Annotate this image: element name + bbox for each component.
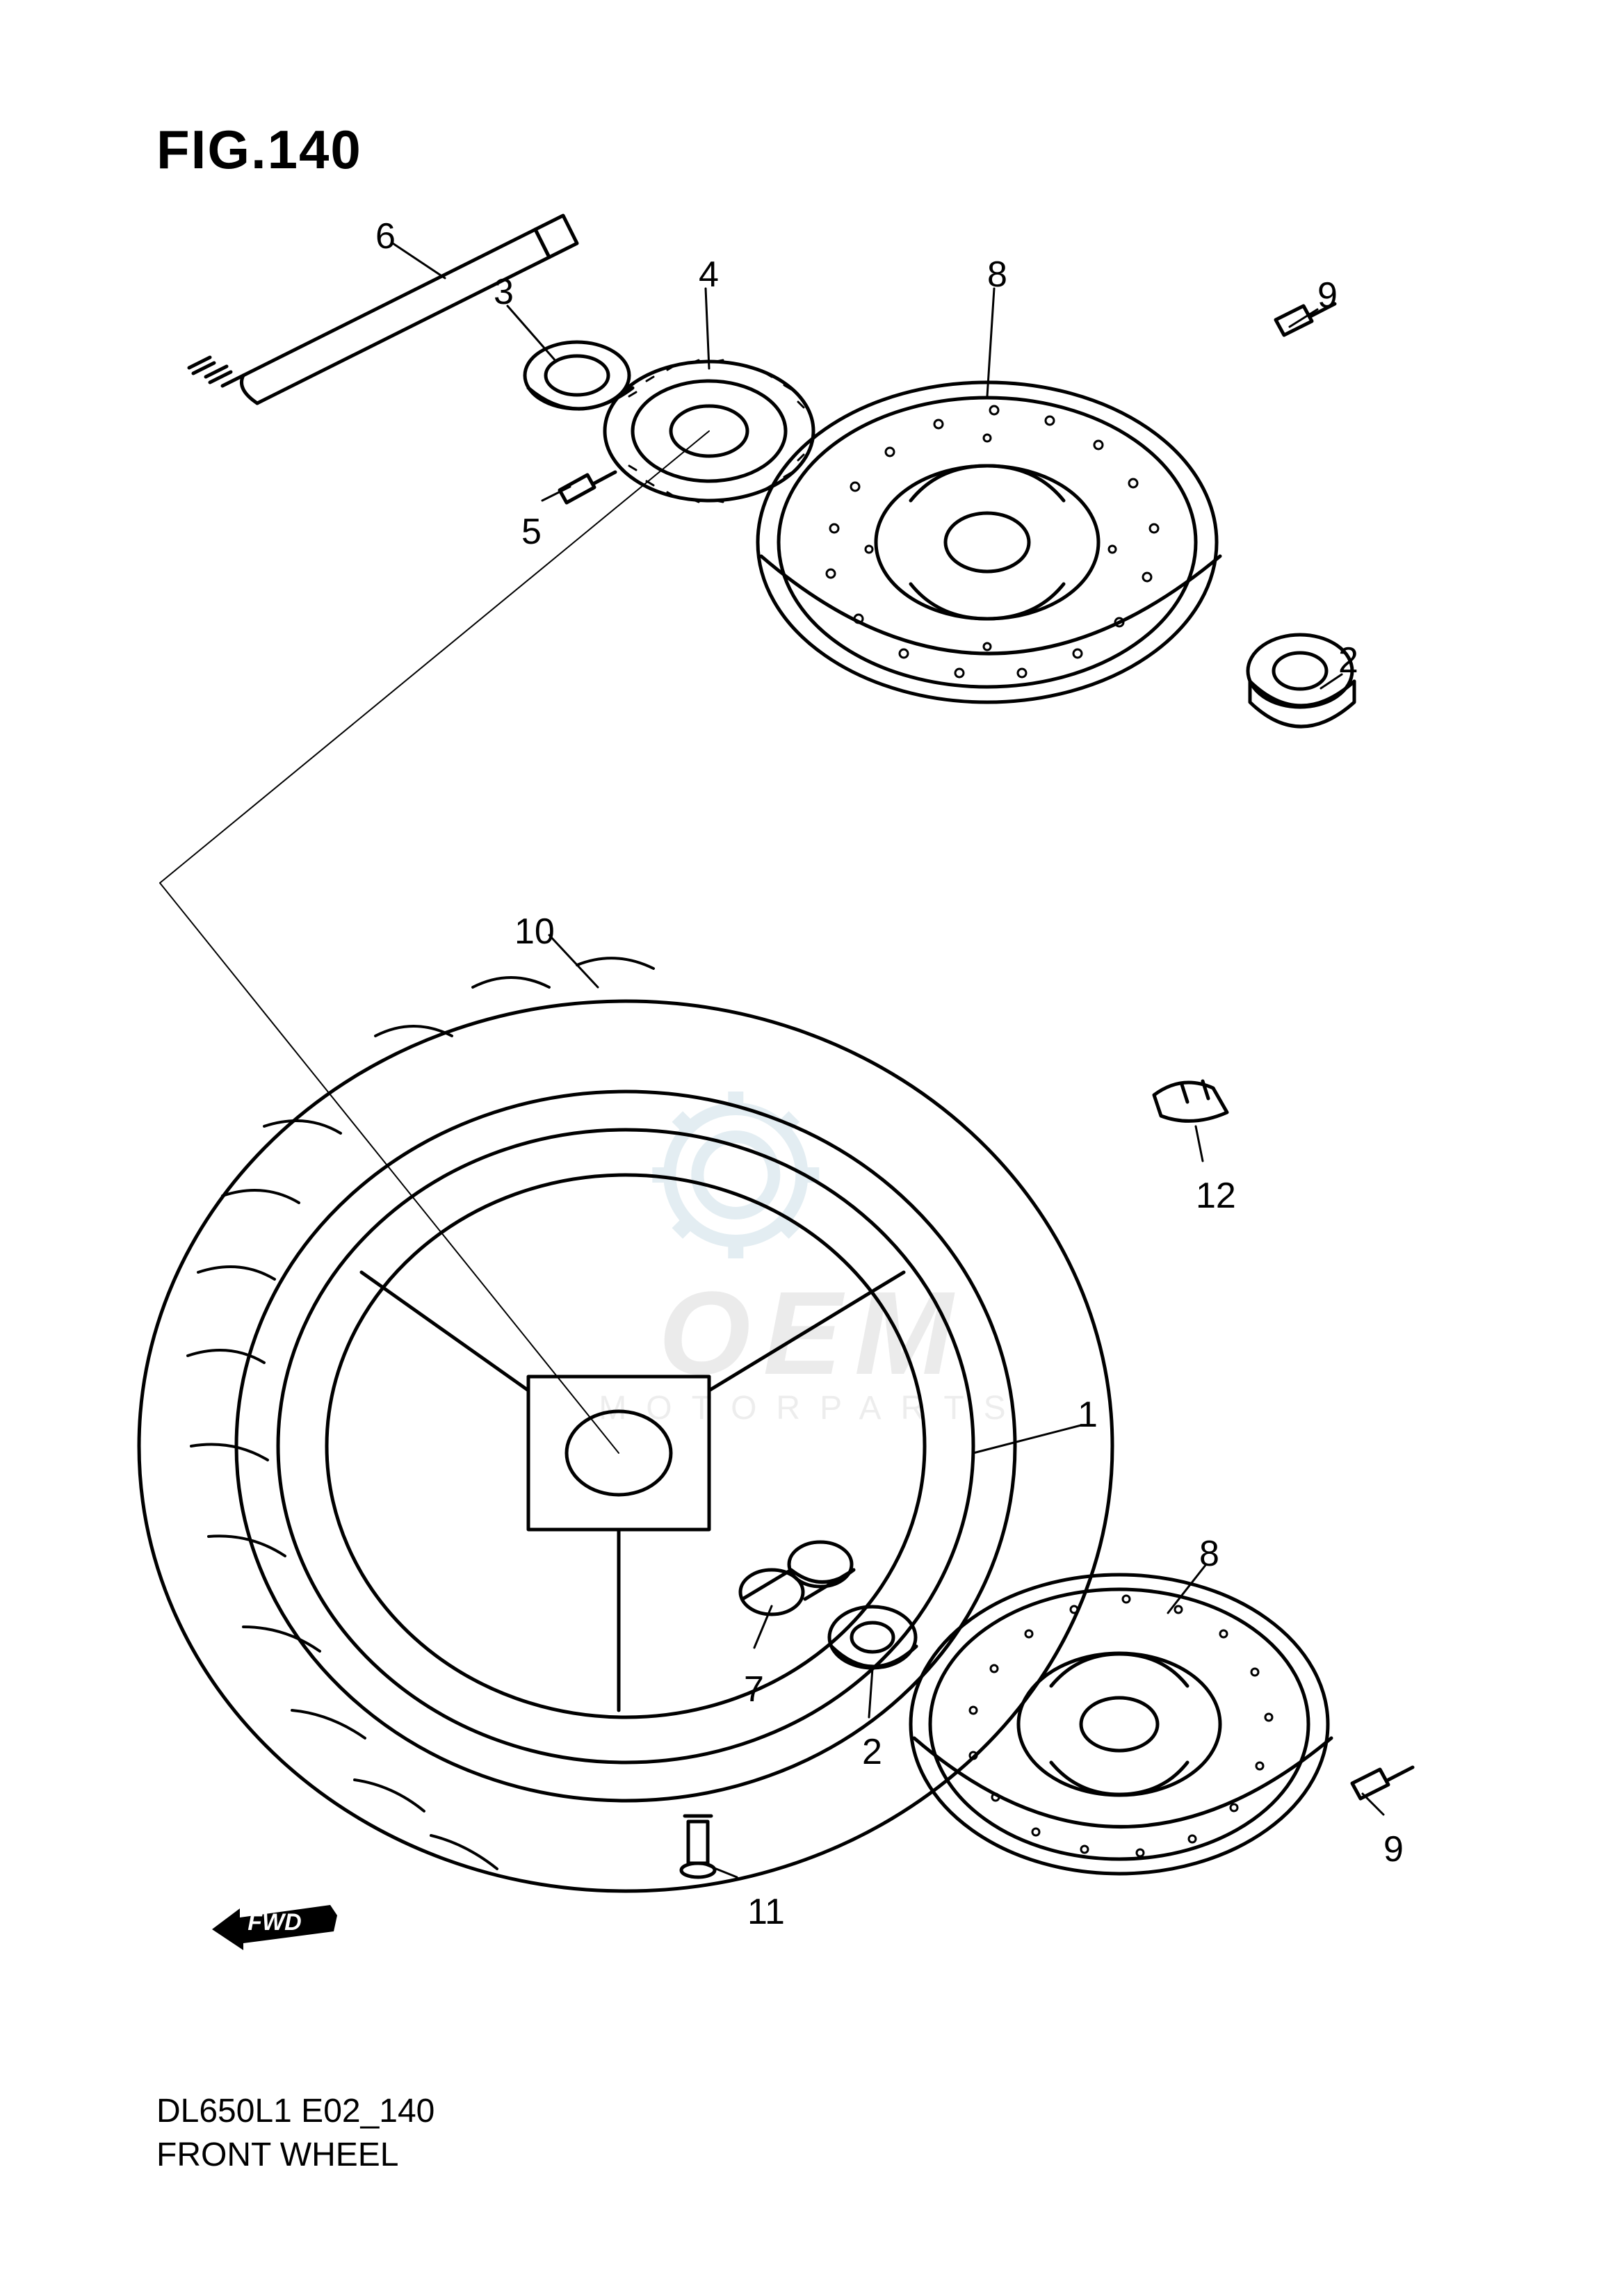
callout-6: 6 [375, 216, 396, 257]
callout-3: 3 [494, 271, 514, 313]
part-wheel-tire [139, 958, 1112, 1891]
part-spacer [740, 1542, 854, 1614]
fwd-label: FWD [247, 1909, 301, 1936]
callout-2b: 2 [862, 1731, 882, 1773]
callout-4: 4 [699, 254, 719, 295]
callout-1: 1 [1078, 1394, 1098, 1436]
callout-10: 10 [514, 911, 555, 952]
footer-title: FRONT WHEEL [156, 2134, 435, 2177]
callout-9a: 9 [1317, 275, 1338, 316]
callout-12: 12 [1196, 1175, 1236, 1217]
part-balancer [1154, 1081, 1227, 1121]
callout-2a: 2 [1338, 640, 1358, 681]
part-disc-bolt-lower [1352, 1767, 1413, 1799]
callout-5: 5 [521, 511, 542, 553]
callout-8a: 8 [987, 254, 1007, 295]
part-brake-disc-lower [911, 1575, 1331, 1874]
callout-8b: 8 [1199, 1533, 1219, 1575]
callout-9b: 9 [1383, 1828, 1404, 1870]
part-brake-disc-upper [758, 382, 1220, 702]
footer-code: DL650L1 E02_140 [156, 2090, 435, 2133]
callout-11: 11 [747, 1891, 785, 1933]
callout-7: 7 [744, 1669, 764, 1710]
part-valve [681, 1816, 715, 1877]
fwd-arrow-icon: FWD [209, 1891, 341, 1954]
figure-footer: DL650L1 E02_140 FRONT WHEEL [156, 2090, 435, 2177]
page: FIG.140 OEM MOTORPARTS [0, 0, 1624, 2295]
